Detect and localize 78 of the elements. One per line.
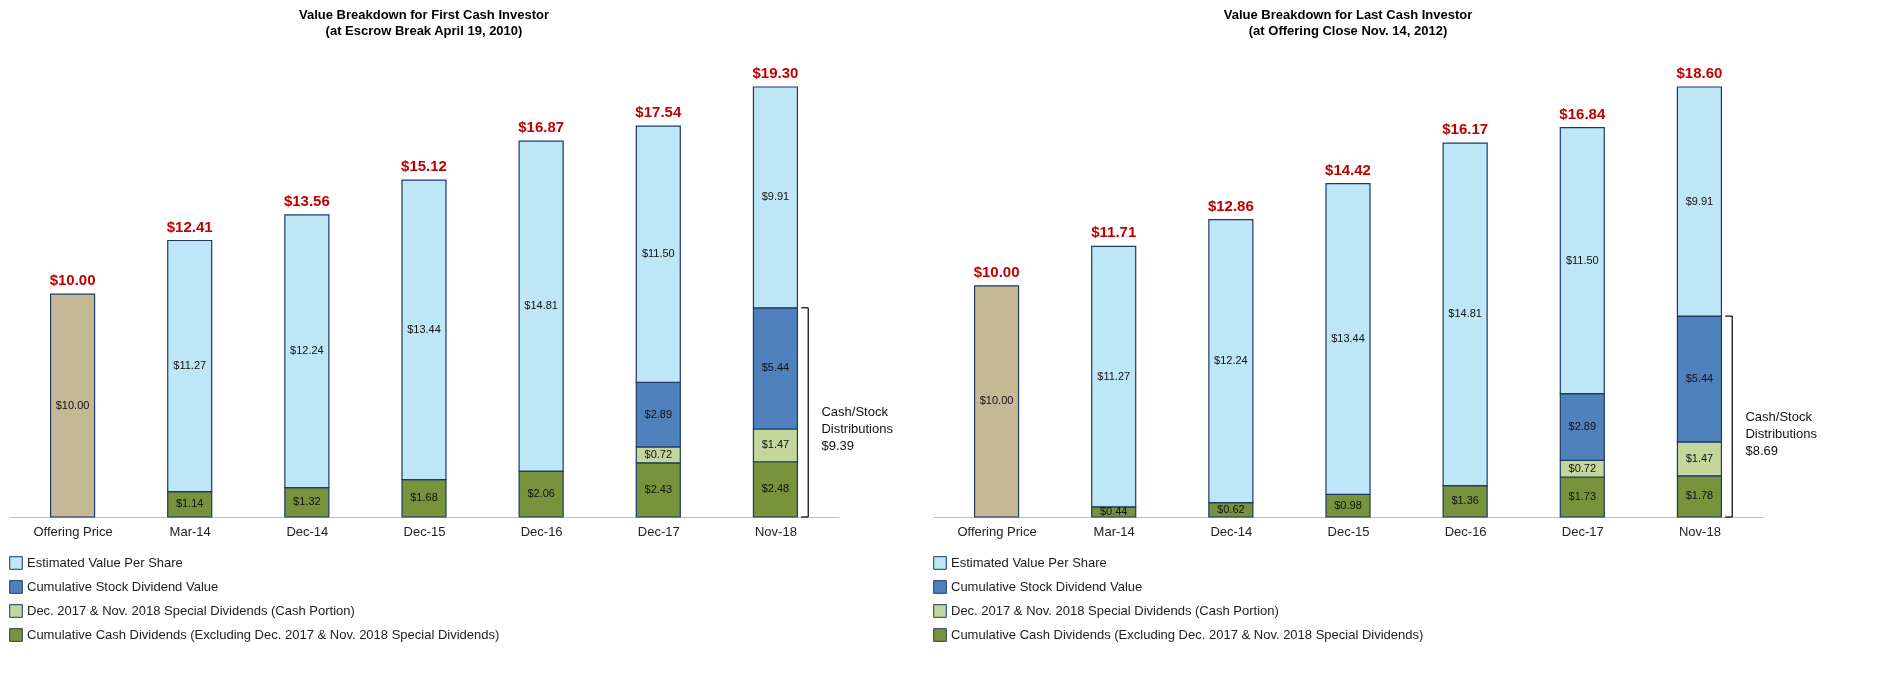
x-tick-label: Dec-14 — [286, 523, 329, 539]
data-label: $9.91 — [761, 190, 790, 203]
data-label: $12.24 — [290, 344, 324, 357]
data-label: $0.98 — [1334, 498, 1362, 511]
legend-label: Cumulative Cash Dividends (Excluding Dec. 2017 & Nov. 2018 Special Dividends) — [27, 627, 500, 642]
legend-label: Estimated Value Per Share — [951, 555, 1107, 570]
x-tick-label: Offering Price — [957, 523, 1037, 539]
legend-label: Cumulative Stock Dividend Value — [27, 579, 219, 594]
x-tick-label: Dec-17 — [637, 523, 680, 539]
total-label: $14.42 — [1325, 160, 1371, 178]
total-label: $12.86 — [1207, 196, 1254, 214]
data-label: $2.06 — [527, 487, 555, 500]
x-tick-label: Dec-16 — [1444, 523, 1487, 539]
total-label: $13.56 — [283, 191, 330, 209]
data-label: $0.72 — [1568, 461, 1597, 474]
data-label: $11.50 — [1565, 253, 1599, 266]
x-tick-label: Dec-16 — [520, 523, 563, 539]
total-label: $10.00 — [49, 271, 96, 289]
data-label: $0.62 — [1217, 502, 1245, 515]
legend-label: Cumulative Stock Dividend Value — [951, 579, 1143, 594]
data-label: $9.91 — [1685, 194, 1714, 207]
x-tick-label: Mar-14 — [1093, 523, 1135, 539]
legend-label: Dec. 2017 & Nov. 2018 Special Dividends (Cash Portion) — [951, 603, 1279, 618]
data-label: $1.73 — [1568, 490, 1597, 502]
data-label: $1.32 — [293, 495, 321, 508]
chart-title: Value Breakdown for Last Cash Investor — [1223, 7, 1473, 22]
data-label: $2.48 — [761, 482, 790, 495]
data-label: $5.44 — [1685, 371, 1714, 384]
data-label: $5.44 — [761, 361, 790, 374]
bar — [973, 285, 1020, 518]
legend-label: Estimated Value Per Share — [27, 555, 183, 570]
chart-subtitle: (at Offering Close Nov. 14, 2012) — [1248, 23, 1448, 38]
data-label: $1.47 — [761, 438, 790, 451]
data-label: $1.78 — [1685, 489, 1714, 502]
data-label: $1.14 — [175, 497, 204, 510]
x-tick-label: Dec-17 — [1561, 523, 1604, 539]
data-label: $2.89 — [1568, 419, 1597, 432]
data-label: $2.89 — [644, 407, 673, 420]
data-label: $11.50 — [641, 247, 675, 260]
data-label: $2.43 — [644, 482, 673, 495]
data-label: $11.27 — [1097, 369, 1131, 382]
data-label: $12.24 — [1214, 354, 1248, 367]
chart-subtitle: (at Escrow Break April 19, 2010) — [325, 23, 523, 38]
data-label: $11.27 — [173, 359, 207, 372]
data-label: $10.00 — [55, 398, 90, 411]
total-label: $18.60 — [1676, 64, 1723, 81]
total-label: $16.87 — [518, 118, 565, 136]
total-label: $16.84 — [1559, 104, 1606, 122]
total-label: $11.71 — [1091, 223, 1137, 241]
total-label: $12.41 — [166, 217, 213, 235]
annotation: Cash/Stock Distributions $9.39 — [821, 404, 894, 454]
legend-label: Dec. 2017 & Nov. 2018 Special Dividends (Cash Portion) — [27, 603, 355, 618]
bar — [49, 293, 96, 518]
data-label: $1.68 — [410, 491, 438, 504]
total-label: $10.00 — [973, 262, 1020, 280]
x-tick-label: Offering Price — [33, 523, 113, 539]
data-label: $0.72 — [644, 447, 673, 460]
x-tick-label: Dec-15 — [1327, 523, 1370, 539]
chart-title: Value Breakdown for First Cash Investor — [299, 7, 549, 22]
total-label: $17.54 — [635, 103, 682, 121]
data-label: $13.44 — [1331, 331, 1365, 344]
data-label: $14.81 — [524, 299, 558, 312]
x-tick-label: Dec-14 — [1210, 523, 1253, 539]
annotation: Cash/Stock Distributions $8.69 — [1745, 408, 1818, 458]
data-label: $1.47 — [1685, 451, 1714, 464]
data-label: $10.00 — [979, 394, 1014, 407]
total-label: $19.30 — [752, 64, 799, 81]
x-tick-label: Dec-15 — [403, 523, 446, 539]
legend-label: Cumulative Cash Dividends (Excluding Dec. 2017 & Nov. 2018 Special Dividends) — [951, 627, 1424, 642]
data-label: $14.81 — [1448, 307, 1482, 320]
data-label: $13.44 — [407, 322, 441, 335]
data-label: $0.44 — [1099, 504, 1128, 517]
data-label: $1.36 — [1451, 494, 1479, 507]
total-label: $15.12 — [401, 157, 447, 175]
x-tick-label: Nov-18 — [754, 523, 797, 539]
total-label: $16.17 — [1442, 120, 1489, 138]
x-tick-label: Nov-18 — [1678, 523, 1721, 539]
x-tick-label: Mar-14 — [169, 523, 211, 539]
